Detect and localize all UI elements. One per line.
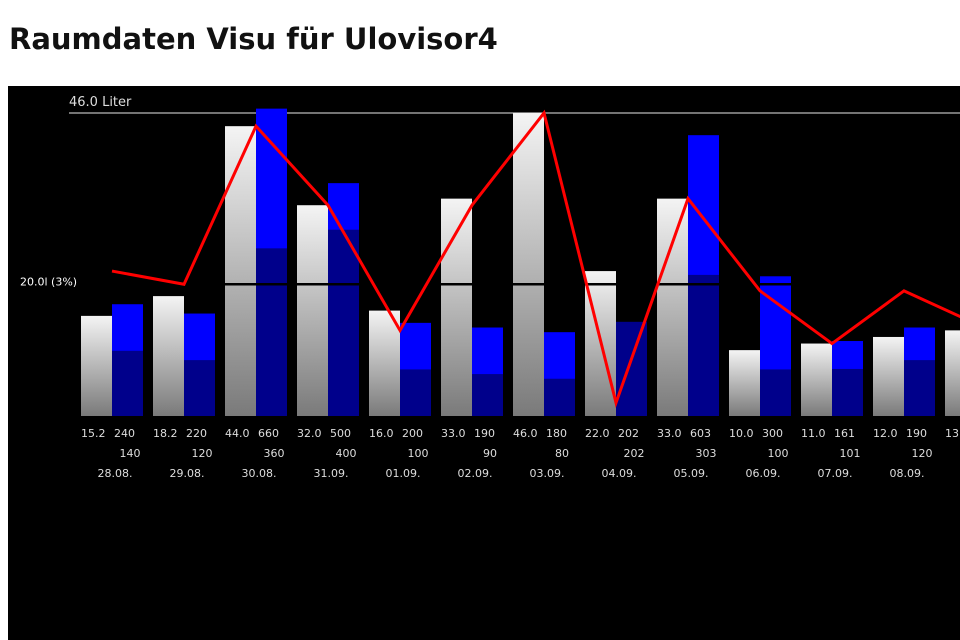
value-label-blue: 220 <box>186 427 207 440</box>
value-label-water: 22.0 <box>585 427 610 440</box>
value-label-blue: 500 <box>330 427 351 440</box>
value-label-navy: 100 <box>408 447 429 460</box>
value-label-water: 46.0 <box>513 427 538 440</box>
bar-navy <box>760 369 791 416</box>
bar-water <box>369 310 400 416</box>
bar-water <box>153 296 184 416</box>
value-label-water: 10.0 <box>729 427 754 440</box>
max-line-label: 46.0 Liter <box>69 95 132 110</box>
value-label-navy: 400 <box>336 447 357 460</box>
bar-navy <box>688 274 719 416</box>
value-label-blue: 300 <box>762 427 783 440</box>
reference-line-label: 20.0l (3%) <box>20 275 77 288</box>
value-label-navy: 100 <box>768 447 789 460</box>
bar-navy <box>832 368 863 416</box>
value-label-navy: 80 <box>555 447 569 460</box>
value-label-blue: 190 <box>906 427 927 440</box>
bar-navy <box>544 378 575 416</box>
category-label: 29.08. <box>170 467 205 480</box>
bar-navy <box>112 350 143 416</box>
value-label-navy: 140 <box>120 447 141 460</box>
bar-water <box>873 336 904 416</box>
value-label-navy: 120 <box>912 447 933 460</box>
value-label-blue: 202 <box>618 427 639 440</box>
category-label: 31.09. <box>314 467 349 480</box>
value-label-blue: 603 <box>690 427 711 440</box>
value-label-water: 18.2 <box>153 427 178 440</box>
category-label: 30.08. <box>242 467 277 480</box>
bar-navy <box>616 321 647 416</box>
category-label: 03.09. <box>530 467 565 480</box>
bar-water <box>297 205 328 416</box>
bar-navy <box>904 360 935 416</box>
value-label-water: 33.0 <box>441 427 466 440</box>
bar-water <box>801 343 832 416</box>
value-label-navy: 303 <box>696 447 717 460</box>
value-label-navy: 202 <box>624 447 645 460</box>
category-label: 08.09. <box>890 467 925 480</box>
value-label-blue: 200 <box>402 427 423 440</box>
category-label: 04.09. <box>602 467 637 480</box>
category-label: 02.09. <box>458 467 493 480</box>
bar-water <box>657 198 688 416</box>
bar-water <box>81 315 112 416</box>
bar-navy <box>328 229 359 416</box>
value-label-blue: 190 <box>474 427 495 440</box>
category-label: 28.08. <box>98 467 133 480</box>
value-label-water: 33.0 <box>657 427 682 440</box>
chart-panel: 46.0 Liter 20.0l (3%) 15.2 240 140 28.08. 18.2… <box>8 86 960 640</box>
bar-navy <box>184 360 215 416</box>
bar-water <box>945 330 960 416</box>
category-label: 05.09. <box>674 467 709 480</box>
value-label-blue: 161 <box>834 427 855 440</box>
value-label-blue: 180 <box>546 427 567 440</box>
value-label-navy: 120 <box>192 447 213 460</box>
bar-water <box>225 126 256 416</box>
value-label-water: 15.2 <box>81 427 106 440</box>
value-label-navy: 101 <box>840 447 861 460</box>
bar-water <box>729 350 760 416</box>
bar-navy <box>256 248 287 416</box>
value-label-navy: 90 <box>483 447 497 460</box>
value-label-water: 32.0 <box>297 427 322 440</box>
bar-navy <box>400 369 431 416</box>
bar-navy <box>472 374 503 416</box>
category-label: 07.09. <box>818 467 853 480</box>
value-label-water: 16.0 <box>369 427 394 440</box>
value-label-water: 13 <box>945 427 959 440</box>
page-title: Raumdaten Visu für Ulovisor4 <box>9 22 498 56</box>
value-label-water: 12.0 <box>873 427 898 440</box>
value-label-blue: 240 <box>114 427 135 440</box>
category-label: 06.09. <box>746 467 781 480</box>
category-label: 01.09. <box>386 467 421 480</box>
bar-water <box>513 113 544 416</box>
value-label-navy: 360 <box>264 447 285 460</box>
value-label-blue: 660 <box>258 427 279 440</box>
chart-svg: 46.0 Liter 20.0l (3%) 15.2 240 140 28.08. 18.2… <box>20 95 960 480</box>
value-label-water: 44.0 <box>225 427 250 440</box>
value-label-water: 11.0 <box>801 427 826 440</box>
